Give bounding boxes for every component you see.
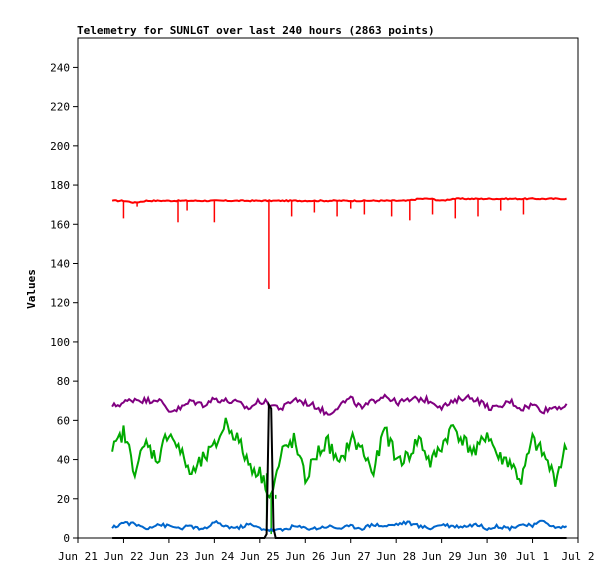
series-group — [111, 197, 568, 539]
x-tick-label: Jun 28 — [376, 550, 416, 563]
x-tick-label: Jun 30 — [467, 550, 507, 563]
x-tick-label: Jun 27 — [331, 550, 371, 563]
x-tick-label: Jun 29 — [422, 550, 462, 563]
x-tick-label: Jun 26 — [285, 550, 325, 563]
y-tick-label: 0 — [63, 532, 70, 545]
y-tick-label: 180 — [50, 179, 70, 192]
x-tick-label: Jun 22 — [104, 550, 144, 563]
chart-title: Telemetry for SUNLGT over last 240 hours… — [77, 24, 435, 37]
x-tick-label: Jun 25 — [240, 550, 280, 563]
y-tick-label: 60 — [57, 414, 70, 427]
y-axis: 0 20 40 60 80 100 120 140 160 180 200 220 240 — [50, 61, 78, 545]
series-line-3 — [111, 519, 568, 533]
y-axis-label: Values — [25, 269, 38, 309]
x-tick-label: Jun 24 — [194, 550, 234, 563]
series-line-4 — [112, 401, 567, 539]
x-axis: Jun 21 Jun 22 Jun 23 Jun 24 Jun 25 Jun 26 Jun … — [58, 538, 595, 563]
x-tick-label: Jun 23 — [149, 550, 189, 563]
x-tick-label: Jul 1 — [516, 550, 549, 563]
y-tick-label: 40 — [57, 454, 70, 467]
series-line-2 — [111, 417, 568, 500]
y-tick-label: 20 — [57, 493, 70, 506]
y-tick-label: 240 — [50, 61, 70, 74]
y-tick-label: 100 — [50, 336, 70, 349]
y-tick-label: 80 — [57, 375, 70, 388]
y-tick-label: 120 — [50, 297, 70, 310]
x-tick-label: Jul 2 — [561, 550, 594, 563]
y-tick-label: 200 — [50, 140, 70, 153]
y-tick-label: 140 — [50, 257, 70, 270]
y-tick-label: 160 — [50, 218, 70, 231]
series-line-1 — [111, 393, 568, 417]
y-tick-label: 220 — [50, 101, 70, 114]
x-tick-label: Jun 21 — [58, 550, 98, 563]
series-line-0 — [111, 197, 567, 204]
